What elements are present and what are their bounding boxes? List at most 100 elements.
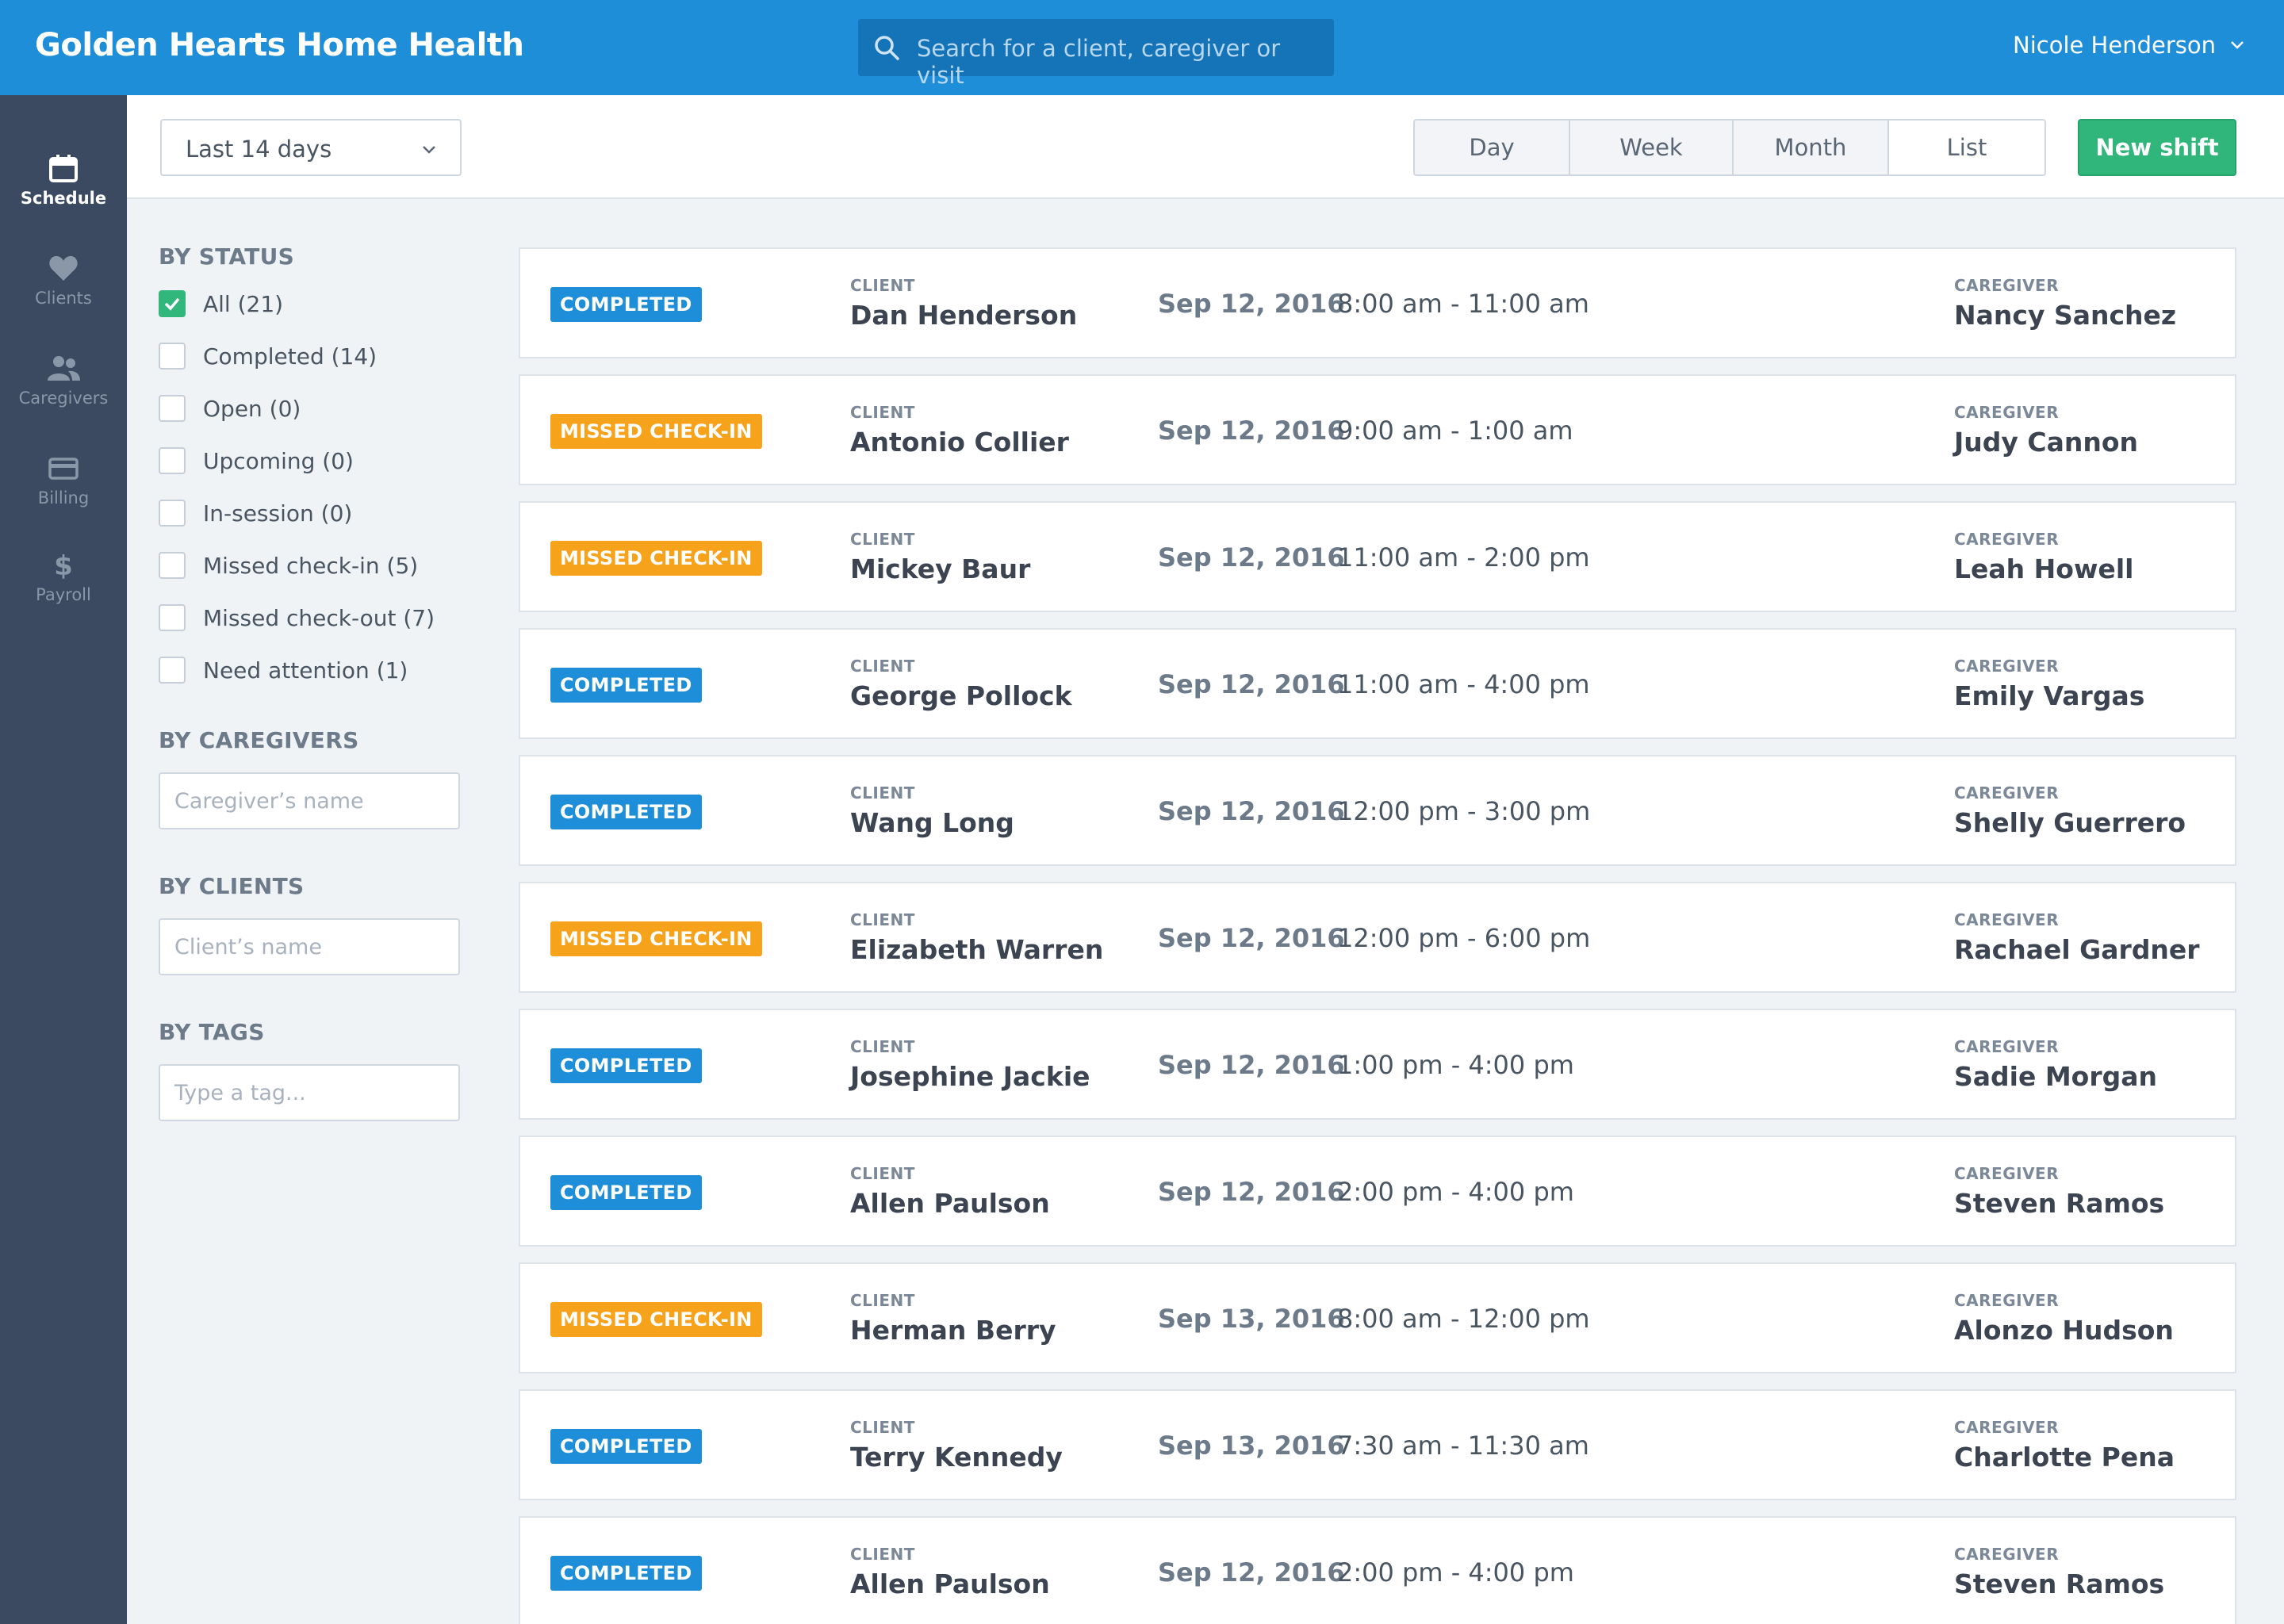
client-caption: CLIENT (850, 403, 915, 422)
caregiver-name[interactable]: Steven Ramos (1954, 1568, 2165, 1599)
nav-clients[interactable]: Clients (0, 254, 127, 308)
svg-text:$: $ (54, 550, 73, 579)
shift-date: Sep 12, 2016 (1158, 542, 1345, 573)
status-checkbox[interactable] (159, 447, 186, 474)
client-caption: CLIENT (850, 1291, 915, 1310)
caregiver-name[interactable]: Steven Ramos (1954, 1188, 2165, 1219)
caregiver-name[interactable]: Rachael Gardner (1954, 934, 2200, 965)
nav-billing[interactable]: Billing (0, 454, 127, 508)
search-box[interactable]: Search for a client, caregiver or visit (858, 19, 1334, 89)
nav-label: Billing (37, 488, 90, 508)
status-checkbox[interactable] (159, 290, 186, 317)
client-caption: CLIENT (850, 910, 915, 929)
nav-label: Clients (35, 289, 92, 308)
user-name: Nicole Henderson (2013, 32, 2216, 59)
client-name-input[interactable] (159, 918, 460, 975)
chevron-down-icon (423, 146, 435, 154)
status-checkbox[interactable] (159, 500, 186, 527)
shift-card[interactable]: MISSED CHECK-IN CLIENT Antonio Collier Sep … (519, 374, 2236, 485)
status-badge: COMPLETED (550, 795, 702, 829)
status-filter-option[interactable]: In-session (0) (159, 497, 352, 529)
client-name[interactable]: Mickey Baur (850, 553, 1031, 584)
shift-card[interactable]: COMPLETED CLIENT Allen Paulson Sep 12, 2016… (519, 1516, 2236, 1624)
shift-time: 11:00 am - 4:00 pm (1337, 669, 1590, 699)
status-filter-heading: BY STATUS (159, 243, 295, 270)
view-month-button[interactable]: Month (1734, 121, 1889, 174)
caregiver-name[interactable]: Shelly Guerrero (1954, 807, 2186, 838)
client-name[interactable]: Elizabeth Warren (850, 934, 1104, 965)
shift-time: 1:00 pm - 4:00 pm (1337, 1050, 1574, 1080)
status-checkbox[interactable] (159, 604, 186, 631)
caregiver-name[interactable]: Leah Howell (1954, 553, 2134, 584)
credit-card-icon (48, 458, 79, 480)
heart-icon (49, 255, 78, 281)
new-shift-button[interactable]: New shift (2078, 119, 2236, 176)
shift-time: 12:00 pm - 3:00 pm (1337, 796, 1591, 826)
status-checkbox[interactable] (159, 395, 186, 422)
shift-date: Sep 13, 2016 (1158, 1431, 1345, 1461)
user-menu[interactable]: Nicole Henderson (2013, 32, 2246, 59)
status-badge: MISSED CHECK-IN (550, 1302, 762, 1337)
caregiver-name[interactable]: Charlotte Pena (1954, 1442, 2175, 1473)
caregiver-caption: CAREGIVER (1954, 1545, 2060, 1564)
view-week-button[interactable]: Week (1570, 121, 1734, 174)
nav-label: Schedule (20, 189, 107, 208)
search-icon (875, 36, 899, 60)
calendar-icon (49, 155, 78, 182)
status-filter-option[interactable]: Missed check-out (7) (159, 602, 435, 634)
status-checkbox[interactable] (159, 657, 186, 684)
client-name[interactable]: Wang Long (850, 807, 1014, 838)
status-badge: MISSED CHECK-IN (550, 414, 762, 449)
shift-time: 9:00 am - 1:00 am (1337, 416, 1573, 446)
status-checkbox[interactable] (159, 343, 186, 370)
caregiver-name-input[interactable] (159, 772, 460, 829)
search-input[interactable]: Search for a client, caregiver or visit (917, 35, 1281, 89)
view-day-button[interactable]: Day (1415, 121, 1570, 174)
status-filter-option[interactable]: Missed check-in (5) (159, 550, 418, 581)
client-name[interactable]: Antonio Collier (850, 427, 1069, 458)
client-name[interactable]: Terry Kennedy (850, 1442, 1063, 1473)
status-filter-option[interactable]: Open (0) (159, 393, 301, 424)
caregiver-name[interactable]: Emily Vargas (1954, 680, 2145, 711)
chevron-down-icon (2231, 41, 2244, 49)
status-option-label: All (21) (203, 290, 284, 317)
client-name[interactable]: Josephine Jackie (850, 1061, 1090, 1092)
status-filter-option[interactable]: All (21) (159, 288, 283, 320)
caregiver-name[interactable]: Judy Cannon (1954, 427, 2139, 458)
status-badge: COMPLETED (550, 287, 702, 322)
status-filter-option[interactable]: Need attention (1) (159, 654, 408, 686)
caregiver-name[interactable]: Sadie Morgan (1954, 1061, 2158, 1092)
status-option-label: Missed check-out (7) (203, 604, 435, 631)
shift-date: Sep 12, 2016 (1158, 796, 1345, 826)
client-name[interactable]: Dan Henderson (850, 300, 1078, 331)
shift-card[interactable]: COMPLETED CLIENT Wang Long Sep 12, 2016 12:0… (519, 755, 2236, 866)
status-checkbox[interactable] (159, 552, 186, 579)
status-filter-option[interactable]: Completed (14) (159, 340, 377, 372)
tag-input[interactable] (159, 1064, 460, 1121)
shift-card[interactable]: COMPLETED CLIENT George Pollock Sep 12, 201… (519, 628, 2236, 739)
client-name[interactable]: Herman Berry (850, 1315, 1056, 1346)
nav-caregivers[interactable]: Caregivers (0, 354, 127, 408)
client-caption: CLIENT (850, 276, 915, 295)
caregiver-name[interactable]: Alonzo Hudson (1954, 1315, 2174, 1346)
shift-card[interactable]: COMPLETED CLIENT Dan Henderson Sep 12, 2016… (519, 247, 2236, 358)
client-name[interactable]: Allen Paulson (850, 1568, 1050, 1599)
client-name[interactable]: George Pollock (850, 680, 1072, 711)
shift-card[interactable]: MISSED CHECK-IN CLIENT Elizabeth Warren Sep… (519, 882, 2236, 993)
shift-card[interactable]: MISSED CHECK-IN CLIENT Herman Berry Sep 13,… (519, 1262, 2236, 1373)
shift-card[interactable]: COMPLETED CLIENT Allen Paulson Sep 12, 2016… (519, 1136, 2236, 1247)
nav-payroll[interactable]: $ Payroll (0, 550, 127, 604)
status-badge: COMPLETED (550, 1556, 702, 1591)
status-badge: COMPLETED (550, 1175, 702, 1210)
shift-card[interactable]: COMPLETED CLIENT Terry Kennedy Sep 13, 2016… (519, 1389, 2236, 1500)
client-name[interactable]: Allen Paulson (850, 1188, 1050, 1219)
app-title[interactable]: Golden Hearts Home Health (35, 27, 524, 63)
shift-card[interactable]: COMPLETED CLIENT Josephine Jackie Sep 12, 2… (519, 1009, 2236, 1120)
date-range-select[interactable]: Last 14 days (160, 119, 462, 176)
caregiver-name[interactable]: Nancy Sanchez (1954, 300, 2177, 331)
view-list-button[interactable]: List (1889, 121, 2044, 174)
nav-schedule[interactable]: Schedule (0, 154, 127, 208)
shift-card[interactable]: MISSED CHECK-IN CLIENT Mickey Baur Sep 12, … (519, 501, 2236, 612)
status-filter-option[interactable]: Upcoming (0) (159, 445, 354, 477)
caregivers-filter-heading: BY CAREGIVERS (159, 727, 359, 753)
